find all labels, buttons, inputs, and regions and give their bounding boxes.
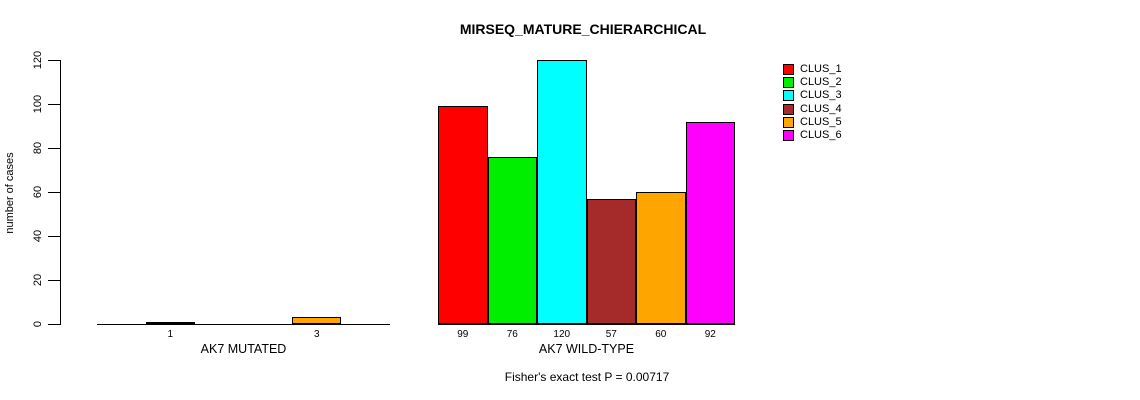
legend-label: CLUS_3	[800, 89, 842, 102]
y-tick	[48, 192, 60, 193]
x-axis-line	[438, 324, 735, 325]
y-tick-label: 0	[32, 320, 44, 328]
bar-clus_1	[438, 106, 488, 324]
legend-item-clus_4: CLUS_4	[783, 103, 842, 116]
bar-value-label: 60	[655, 329, 667, 340]
bar-clus_2	[145, 321, 195, 324]
y-tick	[48, 236, 60, 237]
y-tick	[48, 324, 60, 325]
y-tick	[48, 280, 60, 281]
bar-clus_5	[292, 317, 342, 324]
bar-clus_2	[487, 156, 537, 324]
y-axis-line	[60, 60, 61, 325]
y-tick	[48, 148, 60, 149]
x-axis-line	[97, 324, 390, 325]
legend-swatch	[783, 116, 794, 128]
y-tick-label: 80	[32, 141, 44, 155]
legend-swatch	[783, 64, 794, 75]
bar-value-label: 76	[506, 329, 518, 340]
bar-clus_5	[636, 192, 686, 324]
bar-value-label: 99	[457, 329, 469, 340]
legend-item-clus_5: CLUS_5	[783, 116, 842, 129]
bar-value-label: 92	[704, 329, 716, 340]
bar-clus_4	[586, 198, 636, 324]
y-tick	[48, 104, 60, 105]
legend-label: CLUS_2	[800, 76, 842, 89]
y-tick-label: 20	[32, 273, 44, 287]
bar-clus_6	[685, 121, 735, 324]
y-tick	[48, 60, 60, 61]
chart-title: MIRSEQ_MATURE_CHIERARCHICAL	[459, 21, 707, 37]
bar-clus_3	[537, 60, 587, 324]
legend-item-clus_3: CLUS_3	[783, 89, 842, 102]
bar-value-label: 120	[553, 329, 571, 340]
bar-value-label: 1	[167, 329, 174, 340]
group-label: AK7 MUTATED	[200, 342, 287, 356]
group-label: AK7 WILD-TYPE	[538, 342, 635, 356]
y-axis-label: number of cases	[4, 152, 16, 234]
y-tick-label: 40	[32, 229, 44, 243]
y-tick-label: 120	[32, 50, 44, 70]
legend-label: CLUS_4	[800, 102, 842, 115]
annotation-fisher-test: Fisher's exact test P = 0.00717	[504, 370, 670, 384]
legend-item-clus_2: CLUS_2	[783, 76, 842, 89]
legend-swatch	[783, 77, 794, 89]
legend-swatch	[783, 90, 794, 102]
legend-item-clus_1: CLUS_1	[783, 63, 842, 76]
legend-label: CLUS_5	[800, 115, 842, 128]
bar-value-label: 3	[313, 329, 320, 340]
y-tick-label: 60	[32, 185, 44, 199]
legend-label: CLUS_6	[800, 129, 842, 141]
legend-label: CLUS_1	[800, 63, 842, 75]
legend-swatch	[783, 130, 794, 141]
y-tick-label: 100	[32, 94, 44, 114]
bar-value-label: 57	[605, 329, 617, 340]
legend-swatch	[783, 103, 794, 115]
legend-item-clus_6: CLUS_6	[783, 129, 842, 142]
